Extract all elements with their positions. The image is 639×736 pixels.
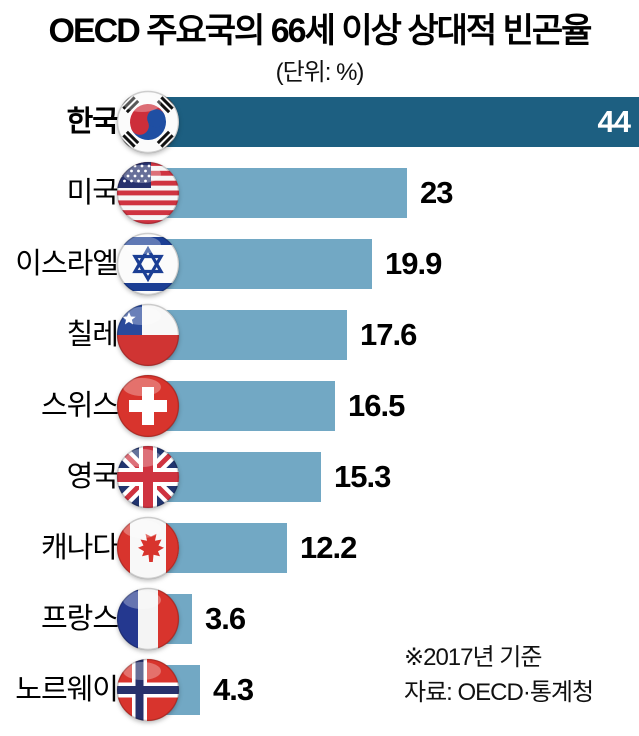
country-label: 노르웨이 xyxy=(15,674,119,706)
israel-flag-icon xyxy=(116,232,180,296)
chile-bar xyxy=(152,310,347,360)
bar-row-south-korea: 한국 xyxy=(0,90,639,154)
south-korea-flag-icon xyxy=(116,90,180,154)
france-flag-icon xyxy=(116,587,180,651)
uk-bar xyxy=(152,452,321,502)
bar-row-canada: 캐나다 12.2 xyxy=(0,516,639,580)
value-label: 23 xyxy=(420,175,453,210)
country-label: 한국 xyxy=(66,106,119,138)
country-label: 스위스 xyxy=(40,390,119,422)
usa-flag-icon xyxy=(116,161,180,225)
value-label: 19.9 xyxy=(385,246,442,281)
switzerland-bar xyxy=(152,381,335,431)
value-label: 16.5 xyxy=(348,388,405,423)
bar-row-uk: 영국 15.3 xyxy=(0,445,639,509)
south-korea-bar xyxy=(152,97,639,147)
canada-flag-icon xyxy=(116,516,180,580)
footnote: ※2017년 기준 xyxy=(404,644,542,671)
value-label: 4.3 xyxy=(213,672,254,707)
page-title: OECD 주요국의 66세 이상 상대적 빈곤율 xyxy=(48,12,593,50)
bar-row-switzerland: 스위스 16.5 xyxy=(0,374,639,438)
usa-bar xyxy=(152,168,407,218)
chart-footer: ※2017년 기준 자료: OECD·통계청 xyxy=(404,640,594,710)
country-label: 이스라엘 xyxy=(15,248,119,280)
chile-flag-icon xyxy=(116,303,180,367)
bar-row-usa: 미국 xyxy=(0,161,639,225)
country-label: 프랑스 xyxy=(40,603,119,635)
switzerland-flag-icon xyxy=(116,374,180,438)
bar-row-chile: 칠레 17.6 xyxy=(0,303,639,367)
country-label: 미국 xyxy=(66,177,119,209)
source-note: 자료: OECD·통계청 xyxy=(404,679,594,706)
country-label: 영국 xyxy=(66,461,119,493)
israel-bar xyxy=(152,239,372,289)
bar-chart: 한국 xyxy=(0,90,639,736)
value-label: 17.6 xyxy=(360,317,417,352)
value-label: 12.2 xyxy=(300,530,357,565)
value-label: 3.6 xyxy=(205,601,246,636)
value-label: 44 xyxy=(597,104,631,139)
bar-row-israel: 이스라엘 19.9 xyxy=(0,232,639,296)
value-label: 15.3 xyxy=(334,459,391,494)
country-label: 칠레 xyxy=(66,319,119,351)
country-label: 캐나다 xyxy=(40,532,119,564)
uk-flag-icon xyxy=(116,445,180,509)
bar-row-norway: 노르웨이 4.3 xyxy=(0,658,639,722)
unit-label: (단위: %) xyxy=(275,59,365,86)
norway-flag-icon xyxy=(116,658,180,722)
bar-row-france: 프랑스 3.6 xyxy=(0,587,639,651)
